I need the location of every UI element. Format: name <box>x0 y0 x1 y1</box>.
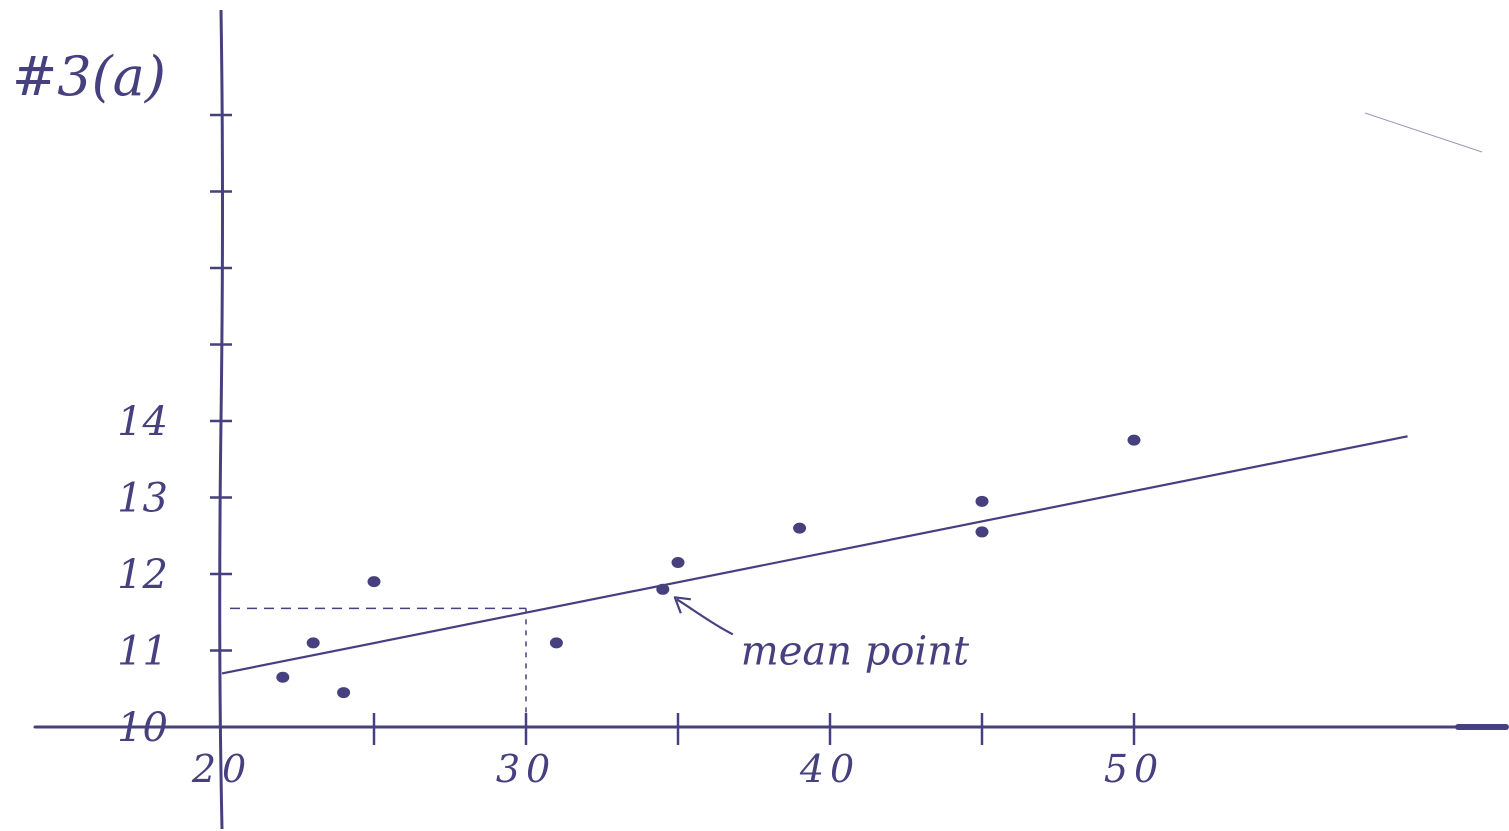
x-tick-label: 40 <box>799 747 860 791</box>
data-point <box>549 637 563 649</box>
annotation-label: mean point <box>741 628 970 674</box>
data-point <box>306 637 320 649</box>
data-point <box>975 526 989 538</box>
data-point <box>337 687 351 699</box>
data-point <box>1127 434 1141 446</box>
y-tick-label: 10 <box>117 705 168 751</box>
regression-line-group <box>221 435 1408 675</box>
annotation-arrow-head <box>673 596 691 614</box>
chart-title: #3(a) <box>12 45 166 108</box>
y-tick-label: 13 <box>117 476 168 522</box>
y-axis <box>218 9 224 830</box>
data-point <box>793 522 807 534</box>
stray-pen-mark <box>1364 112 1483 153</box>
axes <box>33 9 1509 830</box>
x-tick-label: 30 <box>496 747 556 791</box>
data-points <box>276 434 1141 699</box>
annotations: mean point <box>673 596 970 674</box>
data-point <box>367 576 381 588</box>
regression-line <box>221 435 1408 675</box>
y-tick-label: 11 <box>117 629 168 675</box>
y-tick-label: 14 <box>117 399 168 445</box>
data-point <box>276 671 290 683</box>
reference-guides <box>230 607 527 727</box>
x-tick-label: 20 <box>191 747 252 791</box>
data-point <box>975 495 989 507</box>
ticks <box>210 113 1136 745</box>
data-point <box>656 583 670 595</box>
y-tick-label: 12 <box>117 552 168 598</box>
data-point <box>671 557 685 569</box>
tick-labels: 20 30 40 50 10 11 12 13 14 <box>117 399 1164 791</box>
x-tick-label: 50 <box>1104 747 1164 791</box>
annotation-arrow-shaft <box>676 598 734 636</box>
